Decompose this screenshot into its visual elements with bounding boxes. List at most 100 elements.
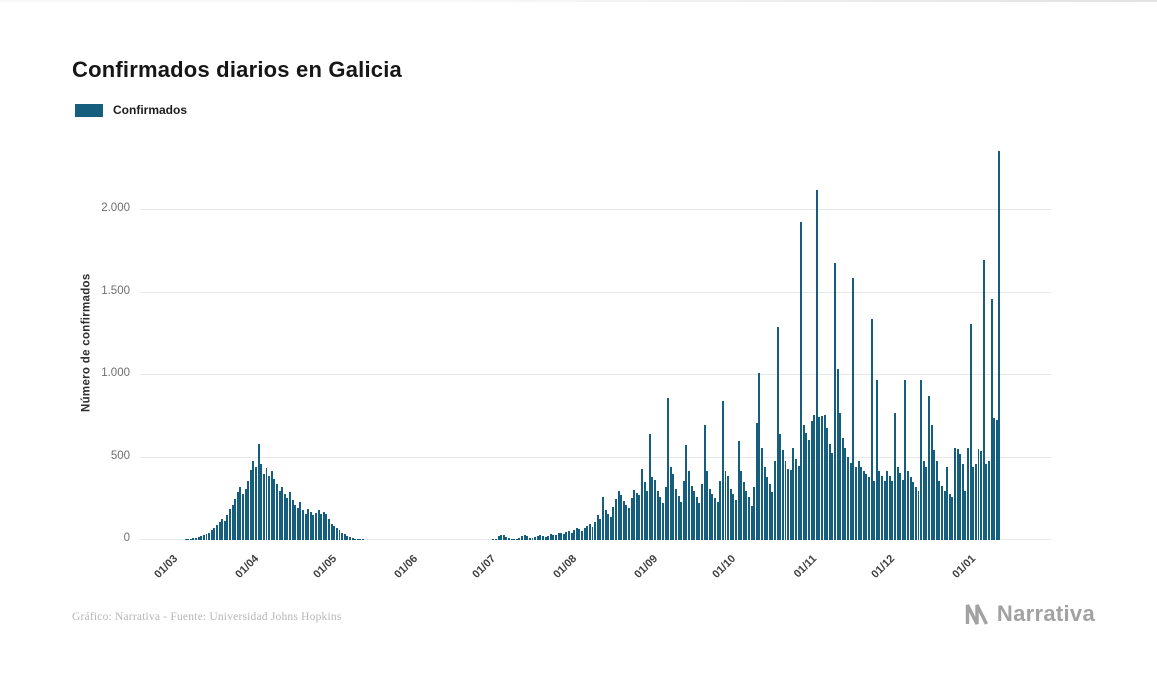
bar [852,277,855,540]
bar [688,470,690,540]
bar [956,449,959,540]
bar [901,479,904,540]
bar [275,483,278,540]
bar [213,527,216,540]
bar [523,535,526,540]
bar [343,534,346,540]
bar [810,421,813,540]
bar [536,535,539,540]
bar [359,539,362,540]
bar [361,539,364,540]
bar [656,490,659,540]
x-tick-label: 01/12 [869,552,898,581]
bar [591,526,594,540]
bar [774,460,777,540]
bar [497,535,500,540]
bar [247,480,250,540]
bar [539,535,542,540]
bar [333,525,336,540]
bar [202,535,205,540]
bar [899,473,902,540]
bar [273,478,276,540]
bar [948,493,951,540]
bar [755,422,758,540]
bar [917,490,920,540]
bar [972,466,975,540]
bar [192,538,195,540]
gridline [140,209,1051,210]
bar [586,525,589,540]
bar [761,447,763,540]
bar [215,525,218,540]
bar [693,490,696,540]
bar [987,460,990,540]
bar [244,488,247,540]
narrativa-logo-icon [965,604,988,625]
bar [505,536,508,540]
bar [935,460,938,540]
bar [860,466,863,540]
bar [758,373,761,540]
bar [239,487,242,540]
brand: Narrativa [964,601,1095,627]
bar [925,467,928,540]
bar [834,262,837,540]
bar [581,530,584,540]
bar [528,537,531,540]
bar [961,464,964,540]
bar [672,474,675,540]
bar [938,480,941,540]
x-tick-label: 01/10 [710,552,739,581]
bar [502,535,505,540]
bar [711,493,714,540]
bar [964,490,967,540]
bar [617,490,620,540]
bar [985,464,988,540]
bar [568,530,570,540]
bar [844,447,847,540]
bar [807,440,810,540]
brand-name: Narrativa [996,601,1095,626]
y-tick-label: 500 [110,449,130,462]
bar [878,470,881,540]
bar [695,497,698,540]
bar [187,539,190,540]
bar [862,470,865,540]
bar [620,495,623,540]
bar [930,424,933,540]
bar [205,534,208,540]
bar [638,495,641,540]
bar [346,535,349,540]
bar [549,534,552,540]
bar [335,528,338,540]
bar [977,449,980,540]
bar [797,465,800,540]
bar [800,221,803,540]
bar [745,490,748,540]
bar [818,417,821,540]
bar [821,416,823,540]
bar [242,493,244,540]
bar [776,327,779,540]
legend: Confirmados [75,103,187,117]
bar [891,480,894,540]
bar [826,427,829,540]
bar [515,538,518,540]
bar [231,504,234,540]
bar [304,513,307,540]
bar [789,469,792,540]
bar [912,482,915,540]
bar [283,493,286,540]
x-tick-label: 01/03 [152,552,181,581]
bar [599,518,602,540]
bar [328,518,331,540]
bar [703,425,706,540]
bar [946,467,949,540]
bar [236,492,239,540]
bar [226,515,229,540]
bar [583,528,586,540]
bar [907,470,910,540]
bar [607,514,610,540]
x-tick-label: 01/08 [551,552,580,581]
